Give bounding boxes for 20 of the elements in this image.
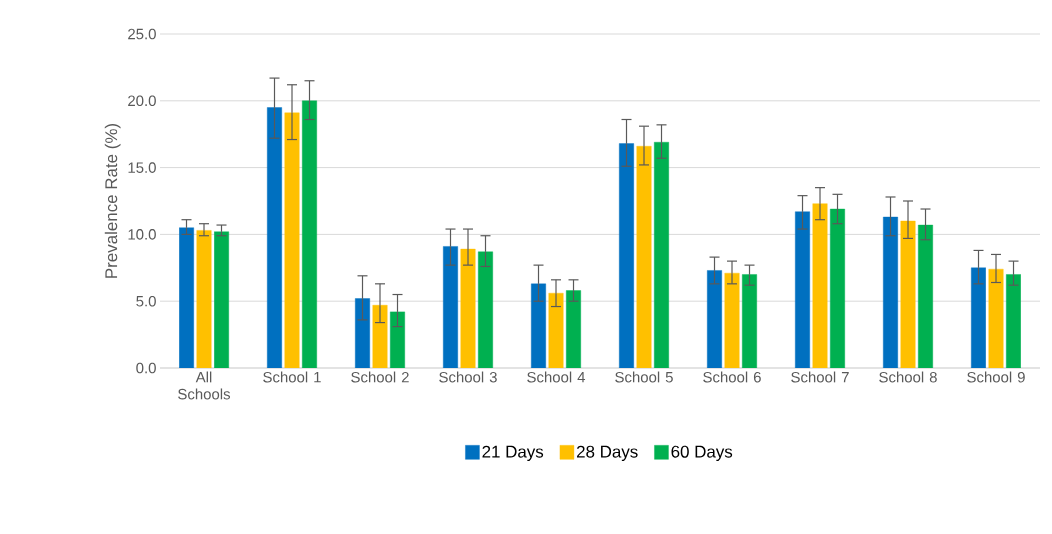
y-axis-title: Prevalence Rate (%) (104, 123, 121, 278)
x-tick-label: School 5 (615, 371, 673, 383)
legend-label: 21 Days (482, 445, 544, 462)
x-tick-label: School 1 (263, 371, 321, 383)
y-tick-label: 15.0 (128, 162, 156, 173)
x-tick-label: All Schools (178, 371, 231, 400)
legend-label: 28 Days (577, 445, 638, 462)
legend-label: 60 Days (671, 445, 733, 462)
x-tick-label: School 4 (527, 371, 586, 383)
x-tick-label: School 3 (439, 371, 497, 383)
x-tick-label: School 6 (703, 371, 761, 383)
y-tick-label: 0.0 (136, 362, 156, 374)
y-tick-label: 5.0 (136, 295, 156, 307)
x-tick-label: School 8 (879, 371, 937, 383)
x-tick-label: School 9 (967, 371, 1025, 383)
y-tick-label: 20.0 (128, 95, 156, 107)
y-tick-label: 25.0 (128, 28, 156, 40)
x-tick-label: School 7 (791, 371, 849, 383)
x-tick-label: School 2 (351, 371, 409, 383)
y-tick-label: 10.0 (128, 229, 156, 240)
